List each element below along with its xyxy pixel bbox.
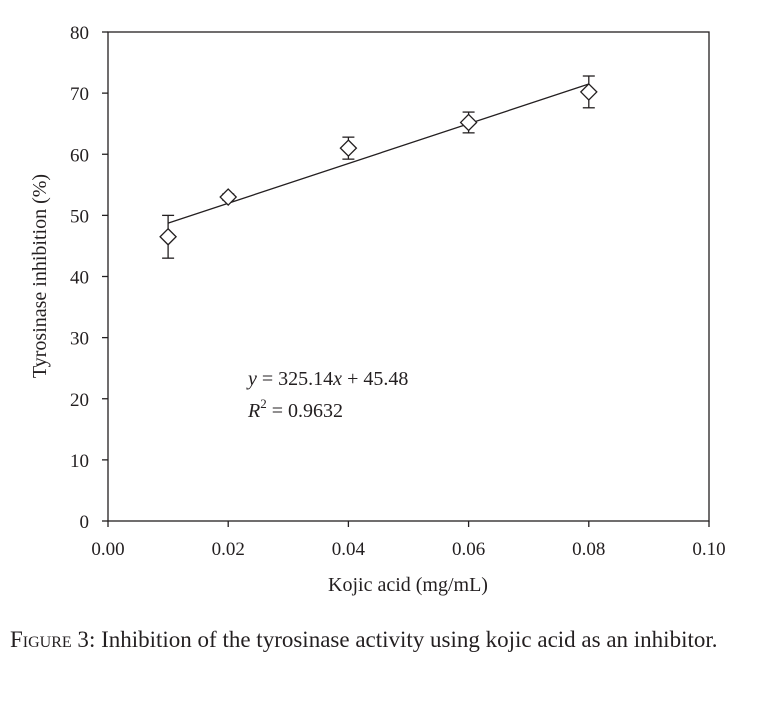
r-symbol: R (247, 400, 260, 422)
equation-intercept: + 45.48 (342, 368, 408, 390)
data-point-diamond (159, 227, 178, 246)
x-axis-title: Kojic acid (mg/mL) (328, 574, 488, 596)
figure-caption-text: : Inhibition of the tyrosinase activity … (88, 627, 718, 652)
x-tick-label: 0.06 (452, 539, 485, 560)
data-point-diamond (339, 139, 358, 158)
y-tick-label: 10 (70, 451, 89, 472)
r-power: 2 (260, 396, 267, 411)
y-axis-ticks: 0 10 20 30 40 50 60 70 80 (70, 23, 108, 533)
x-tick-label: 0.02 (212, 539, 245, 560)
x-tick-label: 0.10 (692, 539, 725, 560)
fit-line (167, 83, 590, 224)
r-squared-value: = 0.9632 (267, 400, 343, 422)
x-tick-label: 0.00 (91, 539, 124, 560)
regression-equation: y = 325.14x + 45.48 (246, 368, 408, 390)
data-point-diamond (459, 113, 478, 132)
data-points (159, 75, 598, 259)
plot-frame (107, 31, 710, 522)
y-tick-label: 40 (70, 268, 89, 289)
x-axis-ticks: 0.00 0.02 0.04 0.06 0.08 0.10 (91, 521, 726, 560)
y-tick-label: 20 (70, 390, 89, 411)
figure-label: Figure 3 (10, 627, 89, 652)
y-tick-label: 60 (70, 145, 89, 166)
data-point-diamond (219, 188, 238, 206)
equation-slope: = 325.14 (257, 368, 333, 390)
equation-y-symbol: y (246, 368, 257, 390)
y-tick-label: 70 (70, 84, 89, 105)
x-tick-label: 0.08 (572, 539, 605, 560)
figure-caption: Figure 3: Inhibition of the tyrosinase a… (10, 624, 762, 655)
data-point-diamond (579, 82, 598, 101)
y-tick-label: 50 (70, 206, 89, 227)
y-axis-title: Tyrosinase inhibition (%) (29, 174, 51, 378)
y-tick-label: 30 (70, 329, 89, 350)
equation-x-symbol: x (332, 368, 342, 390)
r-squared-label: R2 = 0.9632 (247, 396, 343, 422)
x-tick-label: 0.04 (332, 539, 366, 560)
y-tick-label: 0 (80, 512, 90, 533)
y-tick-label: 80 (70, 23, 89, 44)
